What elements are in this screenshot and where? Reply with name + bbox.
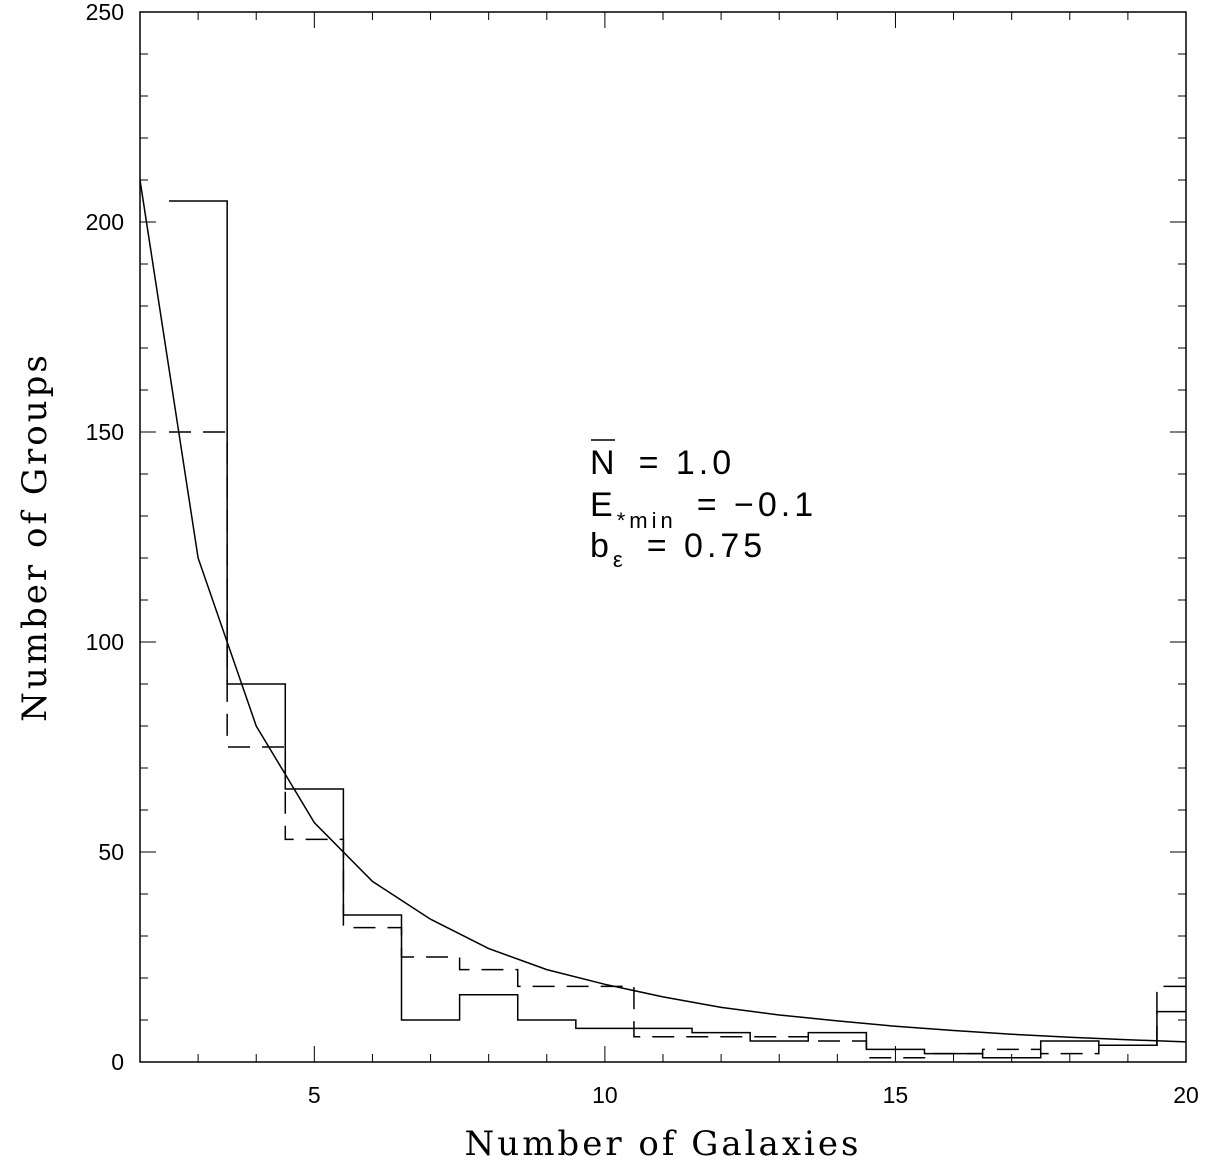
annotation-line-1: N = 1.0: [590, 444, 735, 482]
x-tick-label: 20: [1173, 1082, 1199, 1108]
x-tick-label: 5: [308, 1082, 321, 1108]
y-tick-label: 50: [98, 839, 124, 865]
annotation-line-3: bε = 0.75: [590, 527, 766, 572]
y-tick-label: 0: [111, 1049, 124, 1075]
step-line: [169, 200, 1186, 1059]
series-solid-curve: [139, 179, 1187, 1043]
step-line: [169, 431, 1186, 1059]
y-tick-label: 200: [86, 209, 124, 235]
y-tick-label: 250: [86, 0, 124, 25]
series-dashed-step: [169, 431, 1186, 1059]
x-tick-label: 15: [883, 1082, 909, 1108]
y-tick-label: 150: [86, 419, 124, 445]
series-solid-step: [169, 200, 1186, 1059]
series-layer: [139, 179, 1187, 1059]
x-axis-title: Number of Galaxies: [465, 1124, 862, 1163]
x-tick-label: 10: [592, 1082, 618, 1108]
y-axis-title: Number of Groups: [15, 352, 55, 722]
y-tick-label: 100: [86, 629, 124, 655]
parameter-annotation: N = 1.0 E*min = −0.1 bε = 0.75: [590, 439, 817, 572]
axis-ticks: [139, 11, 1187, 1063]
model-curve: [139, 179, 1187, 1043]
annotation-line-2: E*min = −0.1: [590, 486, 817, 533]
